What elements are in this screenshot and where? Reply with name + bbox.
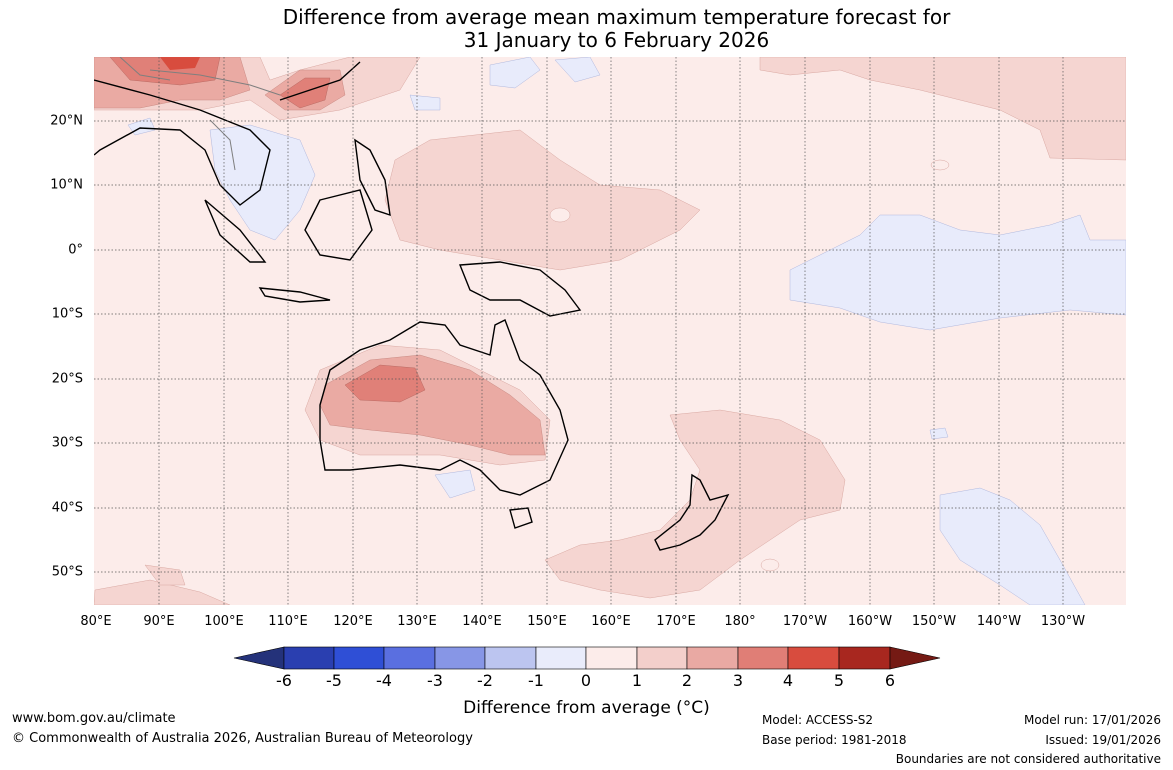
colorbar-tick-label: 2 <box>681 671 693 690</box>
colorbar-title: Difference from average (°C) <box>463 698 710 718</box>
lon-label: 110°E <box>268 614 308 629</box>
colorbar-tick-label: -4 <box>376 671 392 690</box>
chart-title-line-1: Difference from average mean maximum tem… <box>282 5 951 29</box>
colorbar-tick-label: 3 <box>732 671 744 690</box>
colorbar-cell <box>838 646 891 670</box>
lon-label: 160°W <box>847 614 893 629</box>
lon-label: 160°E <box>591 614 631 629</box>
colorbar-cell <box>333 646 385 670</box>
colorbar-cell <box>233 646 285 670</box>
colorbar-cell <box>434 646 486 670</box>
sumatra-coast <box>204 199 267 263</box>
colorbar-cell <box>383 646 436 670</box>
base-period: Base period: 1981-2018 <box>762 733 907 747</box>
java-coast <box>258 287 331 303</box>
colorbar-tick-label: 4 <box>782 671 794 690</box>
colorbar-cell <box>889 646 941 670</box>
colorbar-tick-label: 6 <box>884 671 896 690</box>
lon-label: 90°E <box>143 614 175 629</box>
colorbar-cell <box>283 646 335 670</box>
coastlines <box>94 61 730 551</box>
colorbar-tick-label: -1 <box>528 671 544 690</box>
colorbar-cell <box>585 646 638 670</box>
colorbar-cell <box>636 646 688 670</box>
lat-label: 20°S <box>51 371 83 387</box>
anomaly-4-to-5-regions <box>160 57 200 70</box>
lon-label: 140°W <box>976 614 1022 629</box>
australia-coast <box>319 319 569 496</box>
lat-label: 50°S <box>51 564 83 580</box>
lat-label: 30°S <box>51 435 83 451</box>
colorbar-cell <box>737 646 789 670</box>
colorbar-tick-label: 5 <box>833 671 845 690</box>
tasmania-coast <box>509 507 533 529</box>
lat-label: 40°S <box>51 500 83 516</box>
gridlines <box>94 57 1126 605</box>
lon-label: 80°E <box>80 614 112 629</box>
country-borders <box>119 57 281 171</box>
china-coast <box>279 61 361 101</box>
lon-label: 150°W <box>911 614 957 629</box>
anomaly-minus1-to-0-regions <box>127 57 1126 605</box>
lon-label: 100°E <box>204 614 244 629</box>
lat-label: 20°N <box>50 113 83 129</box>
colorbar-cell <box>686 646 739 670</box>
anomaly-small-patches <box>549 159 950 572</box>
copyright-text: © Commonwealth of Australia 2026, Austra… <box>12 731 473 746</box>
colorbar-tick-label: -3 <box>427 671 443 690</box>
model-run-date: Model run: 17/01/2026 <box>1023 713 1161 727</box>
colorbar-tick-label: 1 <box>631 671 643 690</box>
lon-label: 170°W <box>782 614 828 629</box>
lat-label: 10°S <box>51 306 83 322</box>
colorbar-tick-label: -2 <box>477 671 493 690</box>
lat-label: 10°N <box>50 177 83 193</box>
colorbar-tick-label: 0 <box>580 671 592 690</box>
asia-mainland-coast <box>94 79 271 206</box>
colorbar-cell <box>484 646 537 670</box>
lon-label: 120°E <box>333 614 373 629</box>
colorbar-cell <box>787 646 840 670</box>
lat-label: 0° <box>68 242 83 258</box>
website-link[interactable]: www.bom.gov.au/climate <box>12 711 176 726</box>
lon-label: 130°E <box>397 614 437 629</box>
model-name: Model: ACCESS-S2 <box>762 713 874 727</box>
colorbar-tick-label: -6 <box>276 671 292 690</box>
philippines-coast <box>354 138 391 217</box>
lon-label: 140°E <box>462 614 502 629</box>
new-guinea-coast <box>458 261 582 317</box>
chart-title-line-2: 31 January to 6 February 2026 <box>463 28 770 52</box>
lon-label: 180° <box>724 614 756 629</box>
colorbar-cell <box>535 646 587 670</box>
lon-label: 130°W <box>1040 614 1086 629</box>
new-zealand-coast <box>654 473 730 551</box>
colorbar-tick-label: -5 <box>326 671 342 690</box>
lon-label: 150°E <box>527 614 567 629</box>
issued-date: Issued: 19/01/2026 <box>1045 733 1161 747</box>
colorbar <box>233 646 941 670</box>
lon-label: 170°E <box>656 614 696 629</box>
boundaries-disclaimer: Boundaries are not considered authoritat… <box>895 752 1161 766</box>
borneo-coast <box>304 189 373 261</box>
